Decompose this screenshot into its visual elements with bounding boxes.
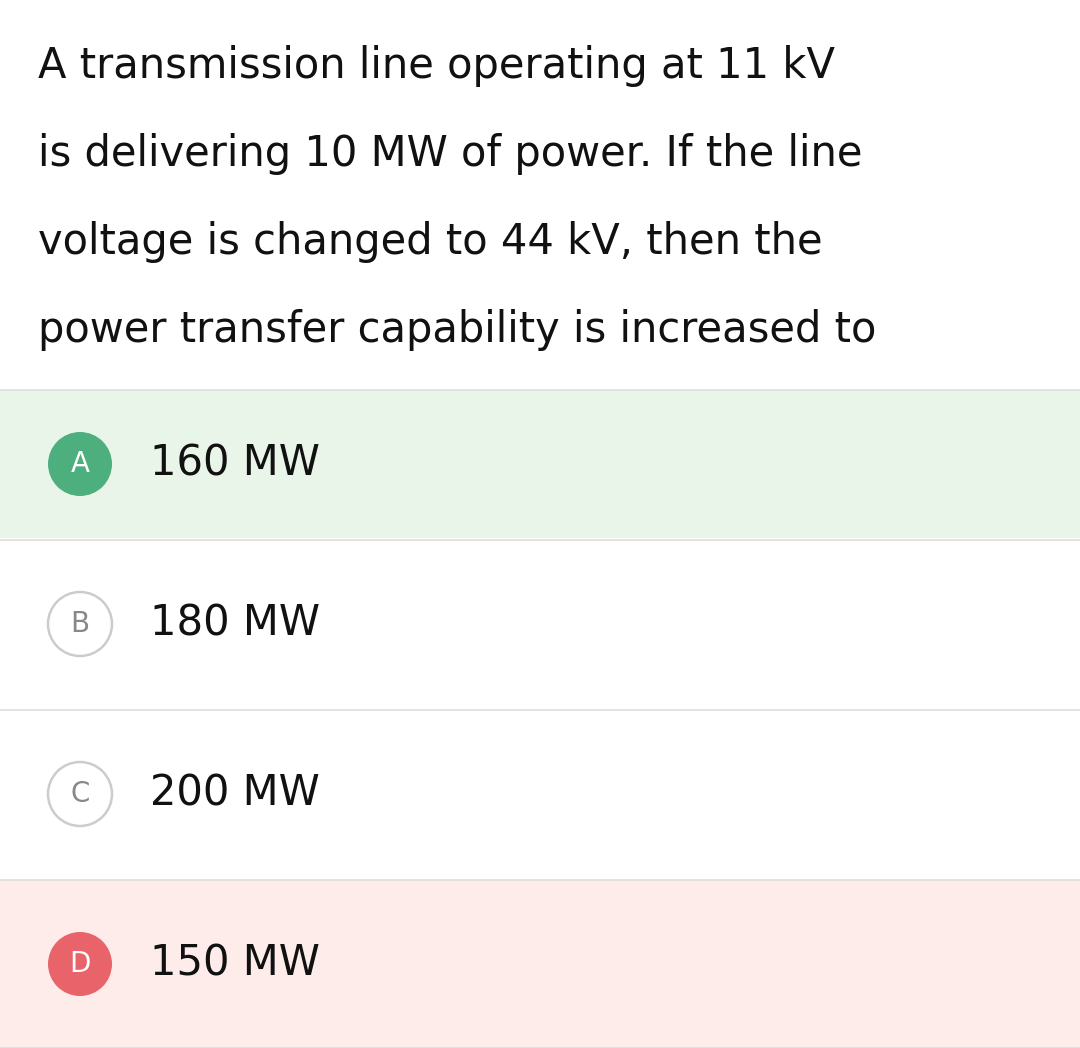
Text: A transmission line operating at 11 kV: A transmission line operating at 11 kV — [38, 45, 835, 87]
Text: 180 MW: 180 MW — [150, 603, 320, 645]
Text: B: B — [70, 610, 90, 638]
Text: is delivering 10 MW of power. If the line: is delivering 10 MW of power. If the lin… — [38, 133, 863, 175]
Text: voltage is changed to 44 kV, then the: voltage is changed to 44 kV, then the — [38, 221, 823, 263]
FancyBboxPatch shape — [0, 880, 1080, 1048]
FancyBboxPatch shape — [0, 390, 1080, 538]
Text: 200 MW: 200 MW — [150, 773, 320, 815]
Circle shape — [48, 932, 112, 996]
Circle shape — [48, 762, 112, 826]
Text: 160 MW: 160 MW — [150, 443, 320, 485]
Text: C: C — [70, 780, 90, 808]
Circle shape — [48, 592, 112, 656]
Text: 150 MW: 150 MW — [150, 943, 320, 985]
Circle shape — [48, 432, 112, 496]
Text: power transfer capability is increased to: power transfer capability is increased t… — [38, 309, 876, 351]
Text: A: A — [70, 450, 90, 478]
Text: D: D — [69, 949, 91, 978]
